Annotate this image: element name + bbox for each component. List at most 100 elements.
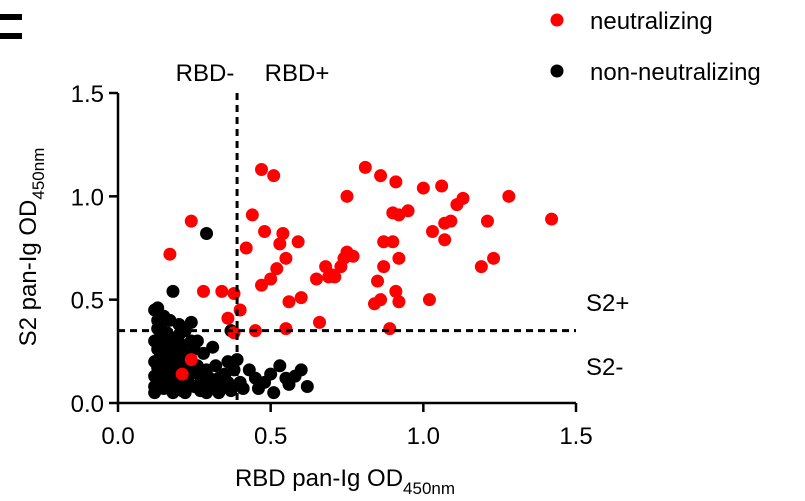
non-neutralizing-point bbox=[212, 386, 226, 400]
neutralizing-point bbox=[374, 293, 388, 307]
y-axis-label: S2 pan-Ig OD bbox=[15, 200, 42, 347]
neutralizing-point bbox=[184, 353, 198, 367]
legend-label-non-neutralizing: non-neutralizing bbox=[590, 59, 761, 86]
neutralizing-point bbox=[273, 237, 287, 251]
neutralizing-point bbox=[255, 278, 269, 292]
neutralizing-point bbox=[374, 169, 388, 183]
neutralizing-point bbox=[279, 322, 293, 336]
ticks-layer: 0.0 0.5 1.0 1.5 0.0 0.5 1.0 1.5 bbox=[71, 81, 593, 450]
legend-label-neutralizing: neutralizing bbox=[590, 8, 713, 35]
x-tick-label: 1.5 bbox=[559, 423, 592, 450]
neutralizing-point bbox=[264, 272, 278, 286]
y-tick-label: 1.0 bbox=[71, 184, 104, 211]
non-neutralizing-point bbox=[224, 384, 238, 398]
neutralizing-point bbox=[401, 204, 415, 218]
non-neutralizing-point bbox=[184, 315, 198, 329]
neutralizing-point bbox=[456, 191, 470, 205]
neutralizing-point bbox=[291, 235, 305, 249]
legend-marker-neutralizing bbox=[550, 13, 564, 27]
non-neutralizing-point bbox=[273, 359, 287, 373]
neutralizing-point bbox=[346, 249, 360, 263]
non-neutralizing-point bbox=[166, 386, 180, 400]
y-tick-label: 0.5 bbox=[71, 288, 104, 315]
neutralizing-point bbox=[255, 162, 269, 176]
y-axis-label-subscript: 450nm bbox=[29, 148, 48, 200]
neutralizing-point bbox=[383, 322, 397, 336]
legend: neutralizing non-neutralizing bbox=[550, 8, 761, 86]
non-neutralizing-point bbox=[264, 367, 278, 381]
y-tick-label: 1.5 bbox=[71, 81, 104, 108]
annotation-s2-negative: S2- bbox=[586, 354, 623, 381]
non-neutralizing-point bbox=[267, 386, 281, 400]
x-tick-label: 0.5 bbox=[254, 423, 287, 450]
annotation-rbd-positive: RBD+ bbox=[265, 60, 330, 87]
neutralizing-point bbox=[422, 293, 436, 307]
neutralizing-point bbox=[196, 284, 210, 298]
neutralizing-point bbox=[416, 181, 430, 195]
neutralizing-point bbox=[340, 189, 354, 203]
non-neutralizing-point bbox=[160, 326, 174, 340]
non-neutralizing-point bbox=[294, 363, 308, 377]
neutralizing-point bbox=[545, 212, 559, 226]
panel-letter-mark bbox=[0, 14, 22, 39]
points-layer bbox=[148, 160, 559, 400]
neutralizing-point bbox=[163, 247, 177, 261]
x-axis-title: RBD pan-Ig OD450nm bbox=[235, 465, 455, 498]
neutralizing-point bbox=[276, 227, 290, 241]
annotation-rbd-negative: RBD- bbox=[176, 60, 235, 87]
non-neutralizing-point bbox=[209, 359, 223, 373]
neutralizing-point bbox=[425, 224, 439, 238]
x-axis-label: RBD pan-Ig OD bbox=[235, 465, 403, 492]
neutralizing-point bbox=[389, 284, 403, 298]
non-neutralizing-point bbox=[242, 363, 256, 377]
neutralizing-point bbox=[270, 262, 284, 276]
x-tick-label: 1.0 bbox=[407, 423, 440, 450]
y-tick-label: 0.0 bbox=[71, 391, 104, 418]
non-neutralizing-point bbox=[193, 384, 207, 398]
neutralizing-point bbox=[502, 189, 516, 203]
non-neutralizing-point bbox=[200, 227, 214, 241]
neutralizing-point bbox=[239, 241, 253, 255]
x-axis-label-subscript: 450nm bbox=[403, 479, 455, 498]
non-neutralizing-point bbox=[300, 379, 314, 393]
neutralizing-point bbox=[474, 260, 488, 274]
neutralizing-point bbox=[389, 175, 403, 189]
neutralizing-point bbox=[325, 268, 339, 282]
non-neutralizing-point bbox=[178, 386, 192, 400]
neutralizing-point bbox=[282, 295, 296, 309]
neutralizing-point bbox=[184, 214, 198, 228]
neutralizing-point bbox=[258, 224, 272, 238]
annotation-s2-positive: S2+ bbox=[586, 290, 629, 317]
neutralizing-point bbox=[309, 272, 323, 286]
neutralizing-point bbox=[444, 214, 458, 228]
neutralizing-point bbox=[313, 315, 327, 329]
neutralizing-point bbox=[279, 251, 293, 265]
neutralizing-point bbox=[377, 235, 391, 249]
non-neutralizing-point bbox=[221, 355, 235, 369]
neutralizing-point bbox=[245, 208, 259, 222]
neutralizing-point bbox=[377, 260, 391, 274]
neutralizing-point bbox=[435, 179, 449, 193]
neutralizing-point bbox=[392, 251, 406, 265]
legend-marker-non-neutralizing bbox=[550, 64, 564, 78]
non-neutralizing-point bbox=[206, 340, 220, 354]
non-neutralizing-point bbox=[184, 334, 198, 348]
y-axis-title: S2 pan-Ig OD450nm bbox=[15, 148, 48, 347]
neutralizing-point bbox=[215, 284, 229, 298]
neutralizing-point bbox=[294, 291, 308, 305]
neutralizing-point bbox=[358, 160, 372, 174]
neutralizing-point bbox=[487, 251, 501, 265]
neutralizing-point bbox=[386, 235, 400, 249]
neutralizing-point bbox=[175, 367, 189, 381]
neutralizing-point bbox=[392, 295, 406, 309]
x-tick-label: 0.0 bbox=[101, 423, 134, 450]
neutralizing-point bbox=[371, 274, 385, 288]
non-neutralizing-point bbox=[166, 284, 180, 298]
neutralizing-point bbox=[480, 214, 494, 228]
non-neutralizing-point bbox=[196, 346, 210, 360]
neutralizing-point bbox=[267, 169, 281, 183]
non-neutralizing-point bbox=[148, 386, 162, 400]
non-neutralizing-point bbox=[236, 382, 250, 396]
neutralizing-point bbox=[221, 311, 235, 325]
